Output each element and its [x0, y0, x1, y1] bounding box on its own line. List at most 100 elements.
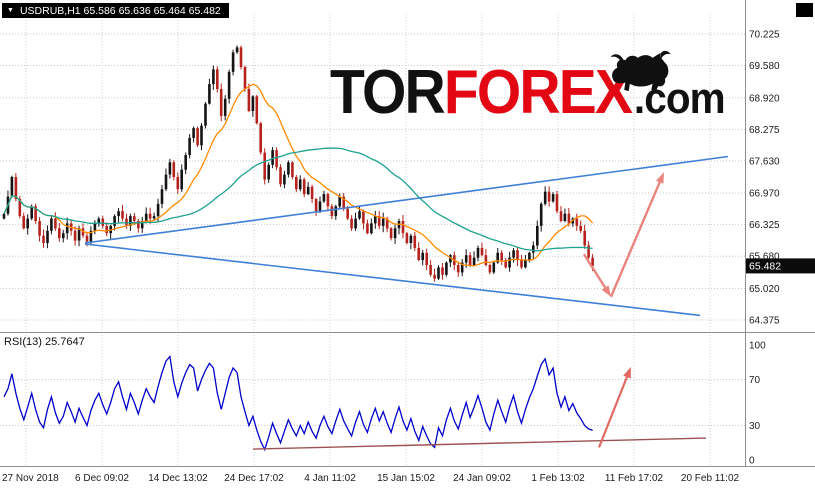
date-axis-label: 4 Jan 11:02 [304, 473, 356, 484]
candle [555, 190, 559, 214]
candle [287, 160, 290, 178]
rsi-axis-label: 0 [749, 456, 755, 467]
candle [484, 249, 488, 267]
dropdown-marker-icon[interactable]: ▼ [7, 7, 14, 14]
price-axis-label: 64.375 [749, 316, 780, 327]
candle [117, 208, 120, 223]
candle [409, 233, 413, 250]
candle [310, 184, 314, 203]
price-axis-label: 69.580 [749, 61, 780, 72]
candle [247, 83, 251, 113]
candle [393, 224, 397, 244]
torforex-logo: TOR FOREX .com [330, 50, 726, 127]
candle [137, 218, 140, 233]
candle [520, 254, 523, 270]
candle [251, 95, 255, 117]
price-axis-label: 65.020 [749, 284, 780, 295]
candle [121, 204, 124, 222]
candle [212, 65, 215, 90]
date-axis-label: 24 Jan 09:02 [453, 473, 511, 484]
top-right-marker [796, 3, 813, 17]
candle [417, 242, 420, 262]
date-axis-label: 11 Feb 17:02 [605, 473, 664, 484]
candle [449, 254, 452, 268]
candle [73, 226, 77, 246]
date-axis-label: 24 Dec 17:02 [224, 473, 284, 484]
candle [405, 231, 409, 245]
lower-trendline[interactable] [84, 243, 701, 317]
current-price-tag: 65.482 [746, 258, 815, 274]
candle [184, 152, 187, 175]
candle [318, 196, 322, 214]
candle [559, 206, 563, 223]
candle [93, 220, 97, 235]
candle [34, 203, 37, 224]
upper-trendline[interactable] [84, 155, 729, 244]
price-axis-label: 66.970 [749, 189, 780, 200]
candle [536, 220, 539, 250]
symbol-info-chip: ▼ USDRUB,H1 65.586 65.636 65.464 65.482 [2, 3, 229, 18]
candle [109, 224, 112, 240]
ma-slow-line [3, 147, 593, 252]
candle [456, 261, 460, 277]
candle [397, 218, 401, 235]
candle [539, 202, 543, 232]
candle [492, 261, 496, 274]
candle [358, 205, 361, 220]
candle [429, 260, 432, 277]
candle [472, 251, 476, 267]
candle [488, 263, 492, 275]
candle [334, 204, 338, 220]
candle [223, 95, 227, 121]
candle [476, 245, 480, 262]
candle [97, 216, 101, 227]
candle [2, 212, 6, 220]
rsi-trendline[interactable] [252, 437, 707, 450]
candle [362, 209, 365, 230]
candle [381, 212, 385, 233]
logo-text-forex: FOREX [443, 58, 633, 127]
date-axis-label: 15 Jan 15:02 [377, 473, 435, 484]
candle [295, 175, 298, 193]
candle [259, 121, 262, 155]
forecast-arrow-down[interactable] [582, 253, 611, 297]
candle [105, 222, 108, 237]
candle [516, 247, 519, 266]
candle [38, 217, 41, 242]
candle [58, 223, 61, 242]
candle [10, 175, 14, 198]
candle [216, 66, 219, 93]
candle [500, 250, 503, 265]
bull-logo-icon [610, 50, 671, 92]
forecast-arrow-up[interactable] [609, 172, 664, 298]
candle [354, 212, 357, 231]
candle [283, 170, 286, 189]
candle [160, 185, 164, 209]
rsi-axis-label: 70 [749, 375, 761, 386]
candle [180, 164, 183, 192]
candle [188, 134, 191, 159]
candle [322, 190, 326, 203]
candle [267, 162, 270, 183]
rsi-forecast-arrow[interactable] [597, 366, 631, 448]
candle [227, 69, 231, 104]
candle [579, 220, 582, 233]
current-price-label: 65.482 [749, 261, 781, 273]
candle [208, 78, 211, 105]
candle [235, 45, 239, 54]
candle [508, 251, 511, 272]
candle [263, 148, 266, 185]
candle [306, 182, 310, 196]
rsi-axis-label: 30 [749, 421, 761, 432]
candle [271, 147, 274, 169]
candle [575, 213, 579, 231]
symbol-ohlc-label: USDRUB,H1 65.586 65.636 65.464 65.482 [19, 4, 221, 17]
price-axis-label: 65.680 [749, 252, 780, 263]
candle [413, 232, 417, 252]
candle [302, 177, 306, 198]
candle [441, 263, 444, 280]
candle [330, 203, 334, 220]
candle [192, 126, 195, 143]
